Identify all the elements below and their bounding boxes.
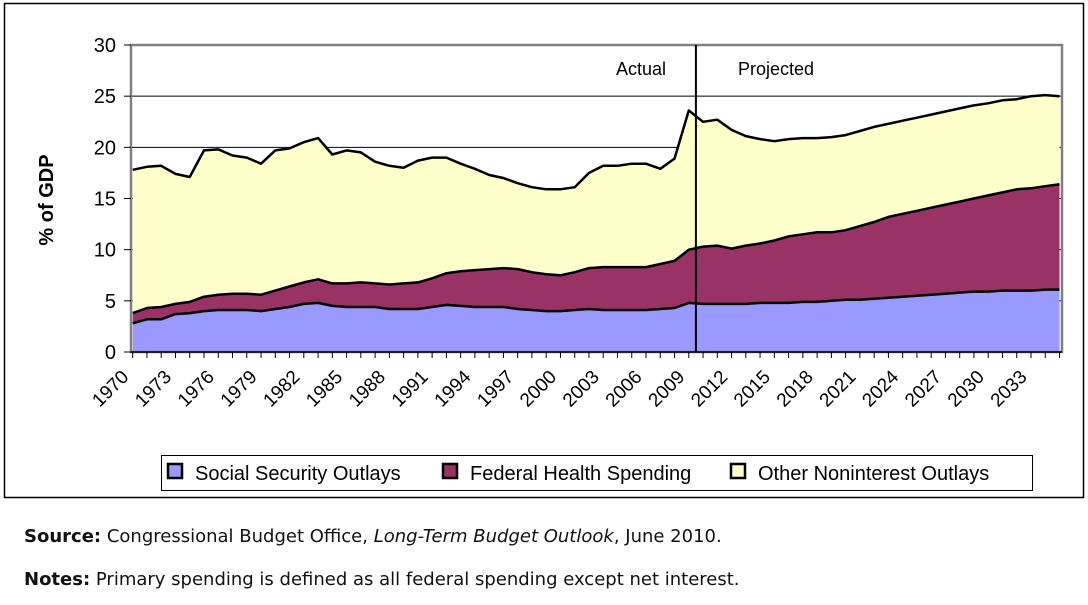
y-tick-label: 20 <box>94 137 116 159</box>
y-tick-label: 15 <box>94 189 116 211</box>
source-date: , June 2010. <box>613 526 722 547</box>
legend-box <box>161 455 1033 491</box>
area-social-security-outlays <box>132 289 1060 352</box>
source-text: Congressional Budget Office, <box>101 526 374 547</box>
y-tick-label: 0 <box>105 342 116 364</box>
line-federal-health-spending <box>132 182 1060 315</box>
area-other-noninterest-outlays <box>132 95 1060 314</box>
notes-text: Primary spending is defined as all feder… <box>90 569 740 590</box>
axes <box>124 44 1062 358</box>
legend-label: Other Noninterest Outlays <box>758 463 989 485</box>
y-tick-label: 5 <box>105 291 116 313</box>
notes: Notes: Primary spending is defined as al… <box>24 569 740 590</box>
stacked-areas <box>132 95 1060 352</box>
notes-label: Notes: <box>24 569 91 590</box>
legend-label: Social Security Outlays <box>195 463 401 485</box>
source-publication: Long-Term Budget Outlook <box>373 526 614 547</box>
legend-swatch <box>166 462 184 480</box>
y-tick-label: 10 <box>94 240 116 262</box>
line-other-noninterest-outlays <box>132 93 1060 191</box>
annotation-actual: Actual <box>616 59 666 79</box>
source-note: Source: Congressional Budget Office, Lon… <box>24 526 722 547</box>
legend-swatch <box>441 462 459 480</box>
legend: Social Security Outlays Federal Health Sp… <box>166 462 989 485</box>
y-axis-label: % of GDP <box>36 154 58 245</box>
y-tick-label: 30 <box>94 35 116 57</box>
area-federal-health-spending <box>132 184 1060 324</box>
annotation-projected: Projected <box>738 59 814 79</box>
line-social-security-outlays <box>132 288 1060 325</box>
legend-label: Federal Health Spending <box>470 463 691 485</box>
source-label: Source: <box>24 526 102 547</box>
legend-swatch <box>729 462 747 480</box>
y-tick-label: 25 <box>94 86 116 108</box>
series-lines <box>132 93 1060 325</box>
